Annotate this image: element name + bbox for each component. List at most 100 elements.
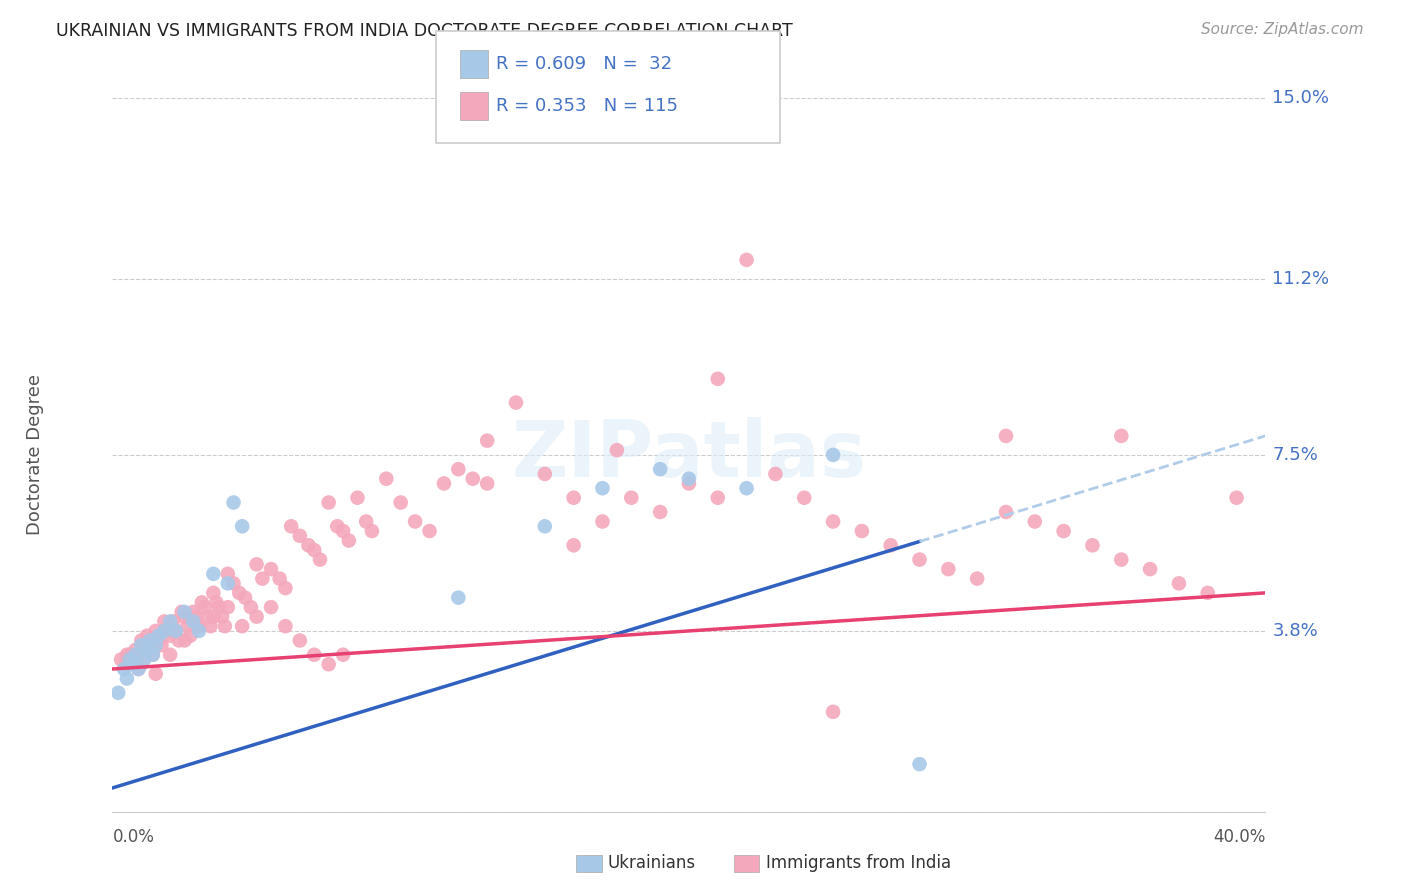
- Point: [165, 624, 187, 638]
- Point: [648, 462, 672, 476]
- Point: [188, 619, 211, 633]
- Point: [966, 572, 988, 586]
- Point: [191, 595, 214, 609]
- Point: [145, 638, 167, 652]
- Point: [880, 538, 903, 552]
- Point: [197, 609, 219, 624]
- Text: Ukrainians: Ukrainians: [607, 855, 696, 872]
- Point: [194, 600, 217, 615]
- Point: [115, 672, 138, 686]
- Point: [231, 519, 253, 533]
- Point: [318, 495, 340, 509]
- Point: [188, 619, 211, 633]
- Point: [181, 615, 204, 629]
- Point: [202, 586, 225, 600]
- Point: [162, 615, 184, 629]
- Point: [908, 757, 931, 772]
- Point: [592, 515, 614, 529]
- Point: [304, 543, 326, 558]
- Point: [245, 609, 267, 624]
- Point: [793, 491, 815, 505]
- Point: [821, 448, 844, 462]
- Point: [326, 519, 349, 533]
- Point: [252, 572, 274, 586]
- Point: [475, 476, 498, 491]
- Point: [118, 648, 141, 662]
- Point: [304, 648, 326, 662]
- Point: [404, 515, 426, 529]
- Point: [389, 495, 412, 509]
- Point: [505, 395, 527, 409]
- Point: [184, 609, 207, 624]
- Point: [115, 648, 138, 662]
- Point: [124, 643, 146, 657]
- Point: [139, 638, 162, 652]
- Point: [222, 495, 245, 509]
- Point: [222, 576, 245, 591]
- Point: [1052, 524, 1074, 538]
- Point: [217, 600, 239, 615]
- Point: [121, 652, 143, 666]
- Text: Doctorate Degree: Doctorate Degree: [27, 375, 44, 535]
- Point: [145, 666, 167, 681]
- Point: [214, 619, 236, 633]
- Point: [533, 467, 555, 481]
- Point: [205, 595, 228, 609]
- Point: [136, 643, 159, 657]
- Point: [150, 638, 173, 652]
- Point: [134, 643, 156, 657]
- Text: ZIPatlas: ZIPatlas: [512, 417, 866, 493]
- Point: [239, 600, 262, 615]
- Point: [228, 586, 250, 600]
- Point: [260, 600, 283, 615]
- Point: [115, 657, 138, 672]
- Point: [995, 505, 1018, 519]
- Text: 11.2%: 11.2%: [1272, 270, 1330, 288]
- Point: [419, 524, 441, 538]
- Point: [620, 491, 643, 505]
- Point: [592, 481, 614, 495]
- Text: Source: ZipAtlas.com: Source: ZipAtlas.com: [1201, 22, 1364, 37]
- Point: [735, 252, 758, 267]
- Point: [200, 619, 222, 633]
- Point: [309, 552, 332, 566]
- Point: [124, 648, 146, 662]
- Point: [318, 657, 340, 672]
- Point: [851, 524, 873, 538]
- Point: [765, 467, 787, 481]
- Point: [936, 562, 959, 576]
- Point: [1081, 538, 1104, 552]
- Point: [129, 657, 153, 672]
- Point: [269, 572, 291, 586]
- Point: [129, 633, 153, 648]
- Point: [118, 652, 141, 666]
- Point: [173, 605, 195, 619]
- Point: [165, 624, 187, 638]
- Point: [821, 705, 844, 719]
- Point: [159, 615, 181, 629]
- Point: [167, 633, 190, 648]
- Point: [145, 624, 167, 638]
- Point: [245, 558, 267, 572]
- Point: [134, 652, 156, 666]
- Point: [1226, 491, 1249, 505]
- Text: 15.0%: 15.0%: [1272, 89, 1330, 107]
- Text: 3.8%: 3.8%: [1272, 622, 1319, 640]
- Point: [433, 476, 456, 491]
- Point: [346, 491, 368, 505]
- Point: [706, 491, 728, 505]
- Point: [139, 633, 162, 648]
- Point: [153, 624, 176, 638]
- Point: [1111, 429, 1133, 443]
- Point: [188, 624, 211, 638]
- Point: [107, 686, 129, 700]
- Point: [288, 529, 311, 543]
- Point: [142, 648, 165, 662]
- Point: [678, 476, 700, 491]
- Point: [110, 652, 132, 666]
- Point: [288, 633, 311, 648]
- Point: [375, 472, 398, 486]
- Point: [461, 472, 484, 486]
- Point: [127, 662, 149, 676]
- Point: [136, 629, 159, 643]
